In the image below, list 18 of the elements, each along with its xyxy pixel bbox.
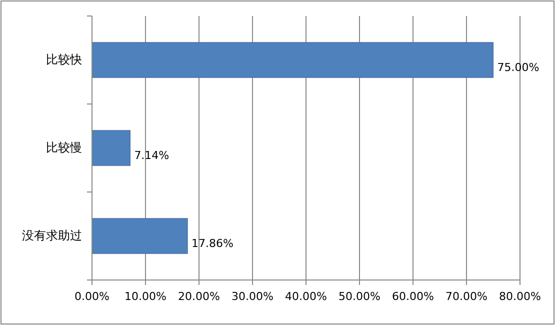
bar: [92, 42, 494, 78]
x-tick-label: 50.00%: [338, 290, 380, 303]
y-tick-label: 没有求助过: [22, 228, 82, 242]
x-tick-label: 20.00%: [178, 290, 220, 303]
data-label: 75.00%: [497, 61, 540, 74]
y-tick-label: 比较慢: [46, 140, 82, 154]
bar: [92, 130, 130, 166]
bar: [92, 218, 188, 254]
x-tick-label: 10.00%: [124, 290, 166, 303]
y-tick-label: 比较快: [46, 52, 82, 66]
data-label: 17.86%: [192, 237, 234, 250]
data-label: 7.14%: [134, 149, 170, 162]
x-tick-label: 70.00%: [446, 290, 488, 303]
x-tick-label: 80.00%: [499, 290, 541, 303]
x-tick-label: 60.00%: [392, 290, 434, 303]
x-tick-label: 40.00%: [285, 290, 327, 303]
x-tick-label: 30.00%: [232, 290, 274, 303]
x-tick-label: 0.00%: [74, 290, 110, 303]
